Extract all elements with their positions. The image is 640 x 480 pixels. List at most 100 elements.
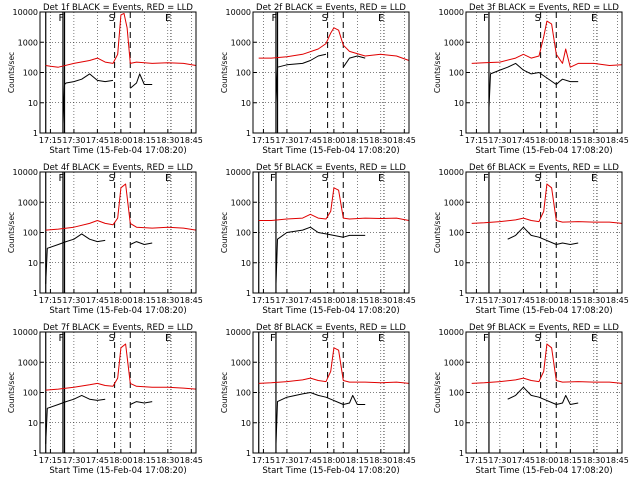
y-tick-label: 1 bbox=[459, 129, 464, 138]
series-events-line bbox=[507, 386, 579, 405]
y-tick-label: 10 bbox=[28, 419, 38, 428]
y-axis-label: Counts/sec bbox=[433, 372, 442, 413]
x-tick-label: 18:00 bbox=[535, 296, 558, 305]
marker-label-F: F bbox=[59, 333, 65, 344]
x-axis-label: Start Time (15-Feb-04 17:08:20) bbox=[475, 466, 612, 476]
y-tick-label: 100 bbox=[23, 229, 38, 238]
x-tick-label: 18:15 bbox=[346, 456, 369, 465]
marker-label-F: F bbox=[270, 333, 276, 344]
x-tick-label: 18:45 bbox=[606, 456, 629, 465]
y-tick-label: 100 bbox=[236, 229, 251, 238]
x-tick-label: 18:30 bbox=[156, 296, 179, 305]
series-events-line bbox=[275, 226, 366, 284]
x-tick-label: 18:30 bbox=[369, 296, 392, 305]
series-lld-line bbox=[258, 187, 410, 221]
y-tick-label: 10000 bbox=[226, 8, 251, 17]
x-tick-label: 17:45 bbox=[299, 456, 322, 465]
panel-title: Det 7f BLACK = Events, RED = LLD bbox=[43, 323, 193, 333]
x-tick-label: 17:15 bbox=[465, 456, 488, 465]
x-tick-label: 17:15 bbox=[39, 136, 62, 145]
x-tick-label: 18:00 bbox=[109, 136, 132, 145]
y-axis-label: Counts/sec bbox=[7, 52, 16, 93]
y-tick-label: 100 bbox=[449, 389, 464, 398]
x-axis-label: Start Time (15-Feb-04 17:08:20) bbox=[262, 466, 399, 476]
series-lld-line bbox=[258, 27, 410, 61]
y-tick-label: 10 bbox=[454, 99, 464, 108]
marker-label-F: F bbox=[483, 173, 489, 184]
x-tick-label: 17:45 bbox=[299, 136, 322, 145]
y-tick-label: 10 bbox=[28, 99, 38, 108]
y-tick-label: 1000 bbox=[18, 38, 38, 47]
x-tick-label: 18:30 bbox=[156, 456, 179, 465]
marker-label-F: F bbox=[59, 13, 65, 24]
x-tick-label: 18:00 bbox=[535, 456, 558, 465]
marker-label-E: E bbox=[165, 333, 171, 344]
x-tick-label: 17:15 bbox=[252, 456, 275, 465]
x-tick-label: 18:45 bbox=[393, 136, 416, 145]
x-axis-label: Start Time (15-Feb-04 17:08:20) bbox=[49, 306, 186, 316]
y-tick-label: 100 bbox=[236, 389, 251, 398]
x-tick-label: 18:00 bbox=[535, 136, 558, 145]
x-axis-label: Start Time (15-Feb-04 17:08:20) bbox=[475, 146, 612, 156]
x-tick-label: 17:30 bbox=[488, 296, 511, 305]
marker-label-S: S bbox=[109, 333, 115, 344]
marker-label-E: E bbox=[378, 173, 384, 184]
panel-title: Det 8f BLACK = Events, RED = LLD bbox=[256, 323, 406, 333]
marker-label-S: S bbox=[535, 333, 541, 344]
y-tick-label: 10000 bbox=[439, 328, 464, 337]
marker-label-E: E bbox=[378, 13, 384, 24]
marker-label-S: S bbox=[109, 173, 115, 184]
y-tick-label: 100 bbox=[449, 69, 464, 78]
x-tick-label: 17:45 bbox=[299, 296, 322, 305]
x-tick-label: 17:30 bbox=[488, 136, 511, 145]
x-tick-label: 17:15 bbox=[39, 456, 62, 465]
x-tick-label: 18:30 bbox=[582, 136, 605, 145]
marker-label-S: S bbox=[322, 173, 328, 184]
y-tick-label: 1 bbox=[459, 289, 464, 298]
y-tick-label: 10000 bbox=[13, 328, 38, 337]
panel-title: Det 4f BLACK = Events, RED = LLD bbox=[43, 163, 193, 173]
marker-label-S: S bbox=[322, 13, 328, 24]
marker-label-S: S bbox=[535, 173, 541, 184]
y-tick-label: 10000 bbox=[439, 8, 464, 17]
y-tick-label: 1 bbox=[33, 289, 38, 298]
y-tick-label: 10 bbox=[241, 259, 251, 268]
x-tick-label: 17:30 bbox=[62, 456, 85, 465]
series-lld-line bbox=[45, 12, 197, 68]
x-tick-label: 18:45 bbox=[393, 456, 416, 465]
marker-label-F: F bbox=[59, 173, 65, 184]
marker-label-S: S bbox=[109, 13, 115, 24]
y-axis-label: Counts/sec bbox=[220, 52, 229, 93]
marker-label-F: F bbox=[483, 13, 489, 24]
x-axis-label: Start Time (15-Feb-04 17:08:20) bbox=[262, 146, 399, 156]
marker-label-S: S bbox=[322, 333, 328, 344]
x-tick-label: 17:30 bbox=[275, 456, 298, 465]
x-tick-label: 18:30 bbox=[369, 456, 392, 465]
series-events-line bbox=[507, 226, 579, 245]
marker-label-F: F bbox=[270, 173, 276, 184]
series-lld-line bbox=[258, 347, 410, 384]
x-tick-label: 17:45 bbox=[86, 296, 109, 305]
y-tick-label: 1000 bbox=[18, 358, 38, 367]
marker-label-F: F bbox=[483, 333, 489, 344]
marker-label-E: E bbox=[591, 13, 597, 24]
y-tick-label: 1000 bbox=[231, 38, 251, 47]
panel-title: Det 1f BLACK = Events, RED = LLD bbox=[43, 3, 193, 13]
y-tick-label: 1 bbox=[246, 129, 251, 138]
x-tick-label: 18:30 bbox=[582, 456, 605, 465]
x-tick-label: 18:15 bbox=[133, 296, 156, 305]
y-tick-label: 1000 bbox=[444, 358, 464, 367]
x-tick-label: 18:15 bbox=[133, 136, 156, 145]
x-axis-label: Start Time (15-Feb-04 17:08:20) bbox=[262, 306, 399, 316]
x-tick-label: 17:45 bbox=[86, 456, 109, 465]
y-tick-label: 1 bbox=[246, 289, 251, 298]
x-axis-label: Start Time (15-Feb-04 17:08:20) bbox=[49, 146, 186, 156]
y-axis-label: Counts/sec bbox=[7, 372, 16, 413]
x-tick-label: 17:30 bbox=[62, 136, 85, 145]
